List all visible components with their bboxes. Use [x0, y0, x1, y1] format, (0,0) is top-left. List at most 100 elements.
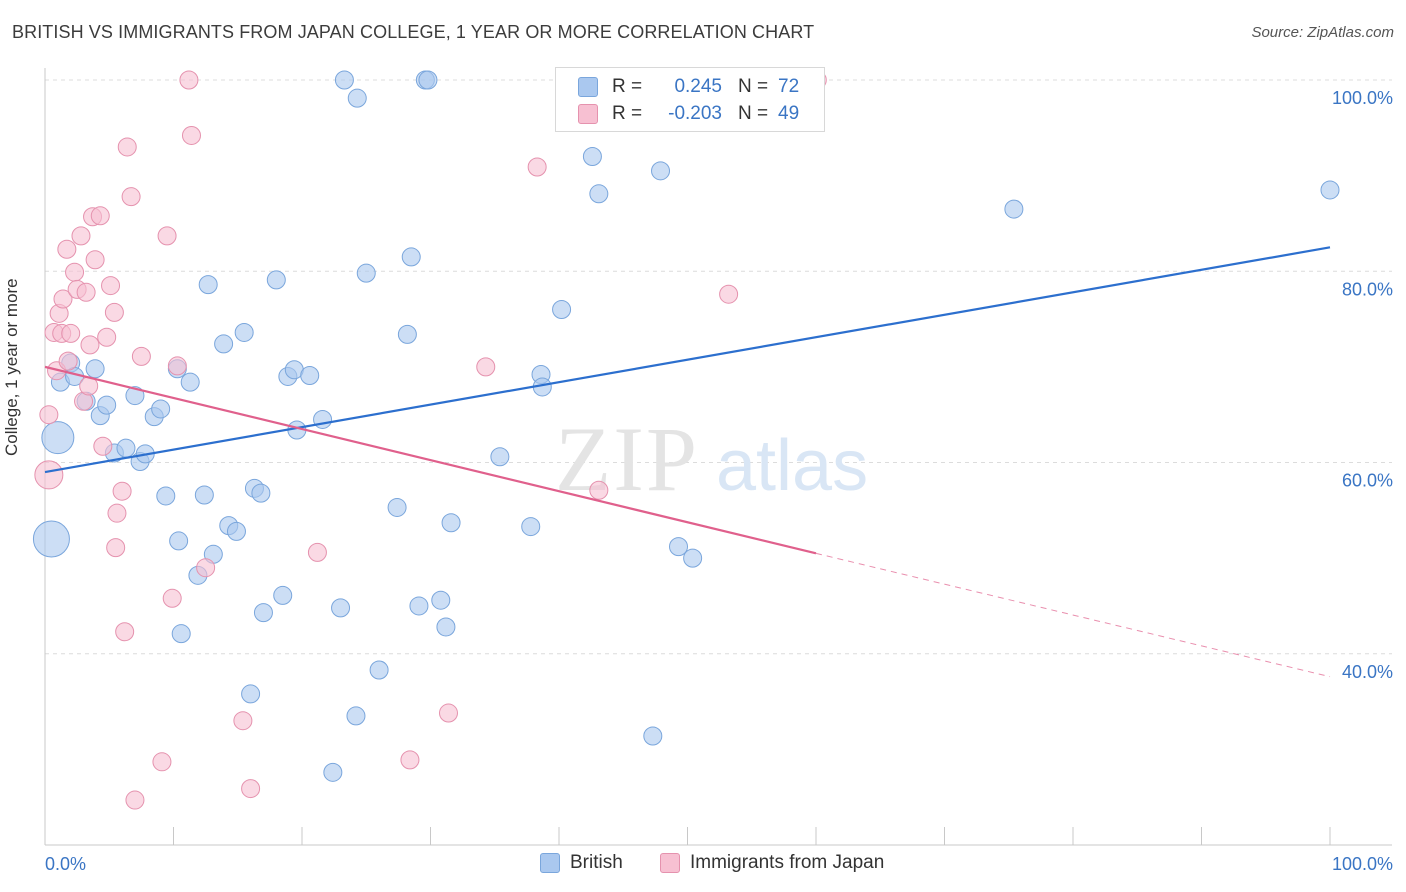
data-point	[32, 520, 70, 558]
trend-lines	[44, 246, 1331, 678]
legend-r-label: R =	[612, 103, 643, 124]
data-point	[589, 184, 609, 204]
data-point	[356, 263, 376, 283]
data-point	[71, 226, 91, 246]
data-point	[179, 70, 199, 90]
data-point	[167, 356, 187, 376]
data-point	[198, 275, 218, 295]
data-point	[387, 497, 407, 517]
axes	[44, 68, 1392, 846]
data-point	[194, 485, 214, 505]
bottom-legend-japan: Immigrants from Japan	[660, 852, 884, 874]
data-point	[582, 147, 602, 166]
data-point	[251, 483, 271, 503]
legend-swatch-japan	[578, 104, 598, 124]
data-point	[436, 617, 456, 637]
data-point	[683, 548, 703, 568]
data-point	[651, 161, 671, 181]
data-point	[347, 88, 367, 108]
data-point	[61, 323, 81, 343]
data-point	[431, 590, 451, 610]
data-point	[527, 157, 547, 177]
series-japan-points	[34, 70, 827, 810]
y-tick-label: 40.0%	[1342, 662, 1393, 682]
trend-line-japan	[44, 365, 817, 555]
data-point	[65, 262, 85, 282]
data-point	[241, 684, 261, 704]
data-point	[57, 239, 77, 259]
data-point	[400, 750, 420, 770]
y-tick-label: 100.0%	[1332, 88, 1393, 108]
watermark: ZIP atlas	[555, 408, 868, 510]
data-point	[152, 752, 172, 772]
data-point	[97, 395, 117, 415]
data-point	[121, 187, 141, 207]
data-point	[125, 790, 145, 810]
data-point	[490, 447, 510, 467]
gridlines	[45, 79, 1392, 655]
data-point	[253, 603, 273, 623]
data-point	[226, 521, 246, 541]
data-point	[719, 284, 739, 304]
bottom-legend-label-british: British	[570, 852, 623, 873]
data-point	[90, 206, 110, 226]
data-point	[346, 706, 366, 726]
chart-title: BRITISH VS IMMIGRANTS FROM JAPAN COLLEGE…	[12, 22, 815, 42]
data-point	[80, 335, 100, 355]
series-british-points	[32, 70, 1340, 782]
data-point	[441, 513, 461, 533]
data-point	[1320, 180, 1340, 200]
correlation-legend: R = 0.245 N = 72 R = -0.203 N = 49	[555, 67, 825, 132]
data-point	[300, 365, 320, 385]
legend-n-label: N =	[738, 103, 769, 124]
data-points	[32, 70, 1340, 810]
data-point	[107, 503, 127, 523]
data-point	[233, 711, 253, 731]
data-point	[53, 289, 73, 309]
data-point	[58, 351, 78, 371]
legend-r-label: R =	[612, 76, 643, 97]
watermark-zip: ZIP	[555, 408, 699, 510]
data-point	[331, 598, 351, 618]
data-point	[401, 247, 421, 267]
bottom-legend-swatch-british	[540, 853, 560, 873]
data-point	[214, 334, 234, 354]
data-point	[85, 359, 105, 379]
bottom-legend-swatch-japan	[660, 853, 680, 873]
data-point	[171, 624, 191, 644]
legend-n-value: 72	[778, 76, 800, 97]
legend-r-value: -0.203	[668, 103, 722, 124]
data-point	[313, 409, 333, 429]
bottom-legend-label-japan: Immigrants from Japan	[690, 852, 885, 873]
legend-row-japan: R = -0.203 N = 49	[578, 102, 799, 126]
data-point	[521, 517, 541, 537]
data-point	[169, 531, 189, 551]
x-tick-label-left: 0.0%	[45, 854, 86, 874]
data-point	[476, 357, 496, 377]
data-point	[85, 250, 105, 270]
data-point	[307, 542, 327, 562]
y-axis-label: College, 1 year or more	[2, 278, 21, 456]
data-point	[669, 537, 689, 557]
data-point	[369, 660, 389, 680]
data-point	[162, 588, 182, 608]
data-point	[266, 270, 286, 290]
data-point	[241, 779, 261, 799]
data-point	[117, 137, 137, 157]
data-point	[101, 276, 121, 296]
data-point	[196, 558, 216, 578]
data-point	[131, 346, 151, 366]
data-point	[115, 622, 135, 642]
data-point	[181, 125, 201, 145]
data-point	[589, 480, 609, 500]
data-point	[104, 302, 124, 322]
data-point	[323, 762, 343, 782]
data-point	[552, 300, 572, 319]
data-point	[97, 327, 117, 347]
data-point	[116, 438, 136, 458]
data-point	[157, 226, 177, 246]
trend-line-british	[44, 246, 1331, 474]
data-point	[438, 703, 458, 723]
data-point	[39, 405, 59, 425]
data-point	[151, 399, 171, 419]
